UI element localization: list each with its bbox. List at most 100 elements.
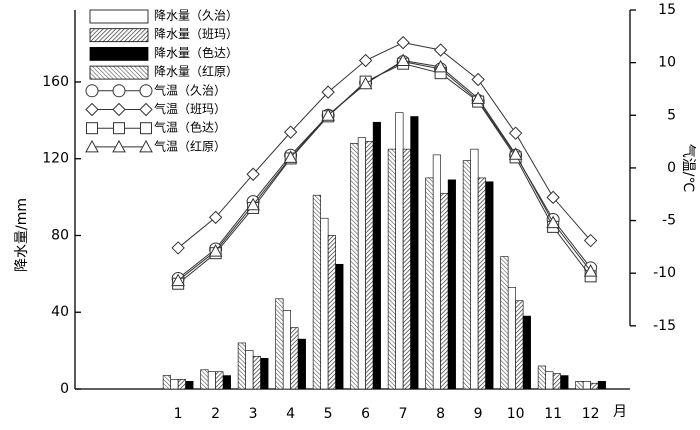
bar [365, 141, 374, 390]
bar [215, 371, 224, 390]
y-tick-label: 120 [42, 151, 69, 167]
bar [515, 300, 524, 390]
marker [171, 241, 185, 255]
bar [425, 177, 434, 390]
bar [432, 154, 441, 390]
legend-label: 气温（红原） [154, 138, 226, 153]
marker [85, 139, 99, 153]
bar [260, 357, 269, 390]
x-tick-label: 3 [249, 406, 258, 422]
bar [387, 148, 396, 390]
bar [462, 160, 471, 390]
bar [485, 181, 494, 390]
bar [537, 365, 546, 390]
legend: 降水量（久治） 降水量（班玛） 降水量（色达） 降水量（红原） 气温（久治） 气温（班玛）… [85, 9, 238, 153]
x-tick-label: 9 [474, 406, 483, 422]
x-tick-label: 6 [361, 406, 370, 422]
marker [583, 264, 598, 277]
bar [162, 375, 171, 390]
x-tick-label: 8 [436, 406, 445, 422]
bar [395, 112, 404, 390]
y2-tick-label: -15 [653, 318, 676, 334]
marker [283, 125, 298, 139]
y2-axis-label: 气温/℃ [680, 144, 696, 192]
bar [297, 338, 306, 390]
bar [327, 235, 336, 390]
bar [237, 342, 246, 390]
legend-label: 降水量（红原） [154, 64, 238, 79]
legend-label: 降水量（班玛） [154, 27, 238, 41]
marker [139, 139, 153, 153]
bar [545, 371, 554, 390]
bar [522, 315, 531, 390]
x-tick-label: 2 [211, 406, 220, 422]
bar [335, 263, 344, 390]
y2-tick-label: 10 [658, 55, 676, 71]
marker [85, 102, 99, 117]
y2-tick-label: 0 [667, 160, 676, 176]
y2-tick-label: -5 [662, 213, 676, 229]
legend-label: 降水量（色达） [154, 46, 238, 60]
bar [320, 217, 329, 390]
bar [312, 194, 321, 390]
marker [396, 35, 410, 50]
line [177, 60, 592, 281]
marker [140, 122, 152, 135]
bar [597, 381, 606, 390]
marker [471, 91, 485, 104]
x-tick-label: 10 [507, 406, 525, 422]
bar [290, 327, 299, 390]
marker [358, 76, 373, 90]
x-tick-label: 12 [582, 406, 600, 422]
marker [321, 85, 335, 99]
bar [275, 298, 284, 390]
marker [583, 233, 598, 248]
bar [245, 350, 254, 390]
marker [171, 273, 185, 287]
bar [350, 143, 359, 390]
marker [139, 102, 153, 117]
line [177, 42, 592, 249]
legend-label: 气温（久治） [154, 82, 226, 97]
bar [200, 369, 209, 390]
marker [85, 84, 99, 98]
y-tick-label: 80 [51, 227, 69, 243]
marker [433, 59, 448, 73]
marker [112, 139, 126, 153]
x-tick-label: 4 [286, 406, 295, 422]
y-axis-label: 降水量/mm [14, 198, 30, 272]
bar [185, 381, 194, 390]
legend-swatch [89, 28, 149, 43]
marker [208, 244, 223, 257]
marker [508, 126, 523, 140]
marker [246, 167, 260, 181]
y2-tick-label: 15 [658, 2, 676, 18]
bar [252, 356, 261, 390]
bar [470, 148, 479, 390]
marker [321, 108, 335, 121]
legend-swatch [89, 9, 149, 24]
legend-label: 气温（色达） [154, 120, 226, 135]
bar [477, 177, 486, 390]
marker [358, 53, 373, 68]
bar [410, 116, 419, 390]
marker [546, 190, 560, 205]
bar [582, 381, 591, 390]
bar [357, 137, 366, 390]
marker [113, 122, 125, 135]
marker [112, 102, 126, 117]
y-tick-label: 40 [51, 304, 69, 320]
bar [402, 148, 411, 390]
marker [471, 72, 485, 87]
bar [440, 192, 449, 390]
x-tick-label: 5 [324, 406, 333, 422]
bar [282, 310, 291, 390]
legend-label: 气温（班玛） [154, 101, 226, 116]
y-tick-label: 160 [42, 74, 69, 90]
bar [222, 375, 231, 390]
x-axis-label: 月 [613, 404, 627, 420]
legend-swatch [89, 65, 149, 80]
marker [396, 53, 410, 67]
x-tick-label: 1 [174, 406, 183, 422]
